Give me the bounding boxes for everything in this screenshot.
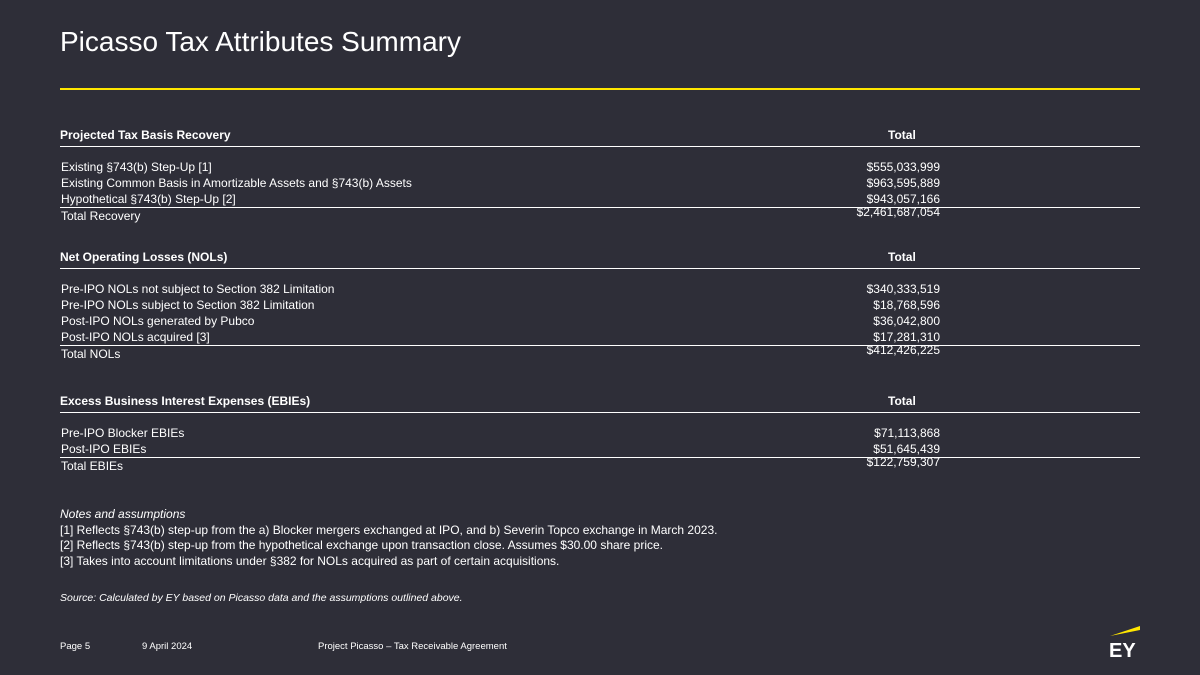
notes-heading: Notes and assumptions (60, 507, 186, 521)
row-label: Pre-IPO NOLs not subject to Section 382 … (61, 282, 335, 296)
total-label: Total EBIEs (61, 459, 124, 473)
table-row: Existing Common Basis in Amortizable Ass… (60, 175, 1140, 191)
title-divider (60, 88, 1140, 90)
source-note: Source: Calculated by EY based on Picass… (60, 592, 463, 604)
total-column-header: Total (888, 128, 916, 142)
row-label: Pre-IPO Blocker EBIEs (61, 426, 185, 440)
row-label: Hypothetical §743(b) Step-Up [2] (61, 192, 236, 206)
note-1: [1] Reflects §743(b) step-up from the a)… (60, 522, 718, 537)
section-header: Excess Business Interest Expenses (EBIEs… (60, 394, 1140, 410)
table-section: Excess Business Interest Expenses (EBIEs… (60, 394, 1140, 474)
table-row: Hypothetical §743(b) Step-Up [2] $943,057… (60, 191, 1140, 207)
row-label: Pre-IPO NOLs subject to Section 382 Limi… (61, 298, 315, 312)
row-value: $943,057,166 (866, 192, 940, 206)
table-row: Pre-IPO Blocker EBIEs $71,113,868 (60, 425, 1140, 441)
total-row: Total NOLs $412,426,225 (60, 343, 1140, 362)
total-value: $2,461,687,054 (856, 205, 940, 219)
note-2: [2] Reflects §743(b) step-up from the hy… (60, 538, 664, 552)
section-title: Projected Tax Basis Recovery (60, 128, 231, 142)
row-label: Post-IPO NOLs generated by Pubco (61, 314, 255, 328)
total-label: Total NOLs (61, 347, 121, 361)
section-title: Net Operating Losses (NOLs) (60, 250, 228, 264)
row-label: Existing §743(b) Step-Up [1] (61, 160, 212, 174)
total-column-header: Total (888, 394, 916, 408)
row-label: Post-IPO NOLs acquired [3] (61, 330, 210, 344)
table-row: Post-IPO NOLs acquired [3] $17,281,310 (60, 329, 1140, 345)
table-section: Net Operating Losses (NOLs) Total Pre-IPO … (60, 250, 1140, 362)
footer-page: Page 5 (60, 641, 91, 652)
notes: Notes and assumptions [1] Reflects §743(… (60, 507, 717, 569)
page-title: Picasso Tax Attributes Summary (60, 26, 461, 57)
header-divider (60, 268, 1140, 269)
row-label: Post-IPO EBIEs (61, 442, 147, 456)
svg-text:EY: EY (1109, 640, 1136, 660)
ey-logo: EY (1104, 624, 1144, 662)
table-row: Post-IPO EBIEs $51,645,439 (60, 441, 1140, 457)
footer-date: 9 April 2024 (142, 641, 193, 652)
total-value: $412,426,225 (866, 343, 940, 357)
total-row: Total EBIEs $122,759,307 (60, 455, 1140, 474)
total-column-header: Total (888, 250, 916, 264)
total-row: Total Recovery $2,461,687,054 (60, 205, 1140, 224)
section-header: Projected Tax Basis Recovery Total (60, 128, 1140, 144)
table-section: Projected Tax Basis Recovery Total Existin… (60, 128, 1140, 224)
total-value: $122,759,307 (866, 455, 940, 469)
table-row: Pre-IPO NOLs not subject to Section 382 … (60, 281, 1140, 297)
row-value: $18,768,596 (873, 298, 940, 312)
total-label: Total Recovery (61, 209, 141, 223)
footer-project: Project Picasso – Tax Receivable Agreeme… (318, 641, 507, 652)
row-label: Existing Common Basis in Amortizable Ass… (61, 176, 412, 190)
header-divider (60, 412, 1140, 413)
table-row: Post-IPO NOLs generated by Pubco $36,042,… (60, 313, 1140, 329)
row-value: $963,595,889 (866, 176, 940, 190)
section-title: Excess Business Interest Expenses (EBIEs… (60, 394, 311, 408)
note-3: [3] Takes into account limitations under… (60, 553, 560, 568)
row-value: $555,033,999 (866, 160, 940, 174)
row-value: $71,113,868 (874, 426, 940, 440)
table-row: Pre-IPO NOLs subject to Section 382 Limi… (60, 297, 1140, 313)
row-value: $17,281,310 (873, 330, 940, 344)
header-divider (60, 146, 1140, 147)
row-value: $36,042,800 (873, 314, 940, 328)
row-value: $340,333,519 (866, 282, 940, 296)
row-value: $51,645,439 (873, 442, 940, 456)
table-row: Existing §743(b) Step-Up [1] $555,033,999 (60, 159, 1140, 175)
section-header: Net Operating Losses (NOLs) Total (60, 250, 1140, 266)
